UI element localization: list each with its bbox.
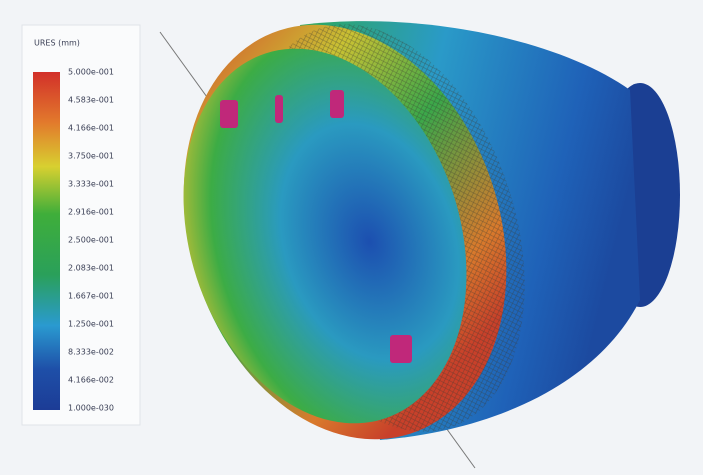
legend-label: 4.166e-001 [68,124,114,133]
legend-label: 2.500e-001 [68,236,114,245]
legend-label: 1.667e-001 [68,292,114,301]
legend-label: 1.250e-001 [68,320,114,329]
legend-label: 4.583e-001 [68,96,114,105]
fixture-marker [390,335,412,363]
legend-label: 5.000e-001 [68,68,114,77]
legend-label: 3.333e-001 [68,180,114,189]
fixture-marker [330,90,344,118]
fixture-marker [275,95,283,123]
legend-label: 4.166e-002 [68,376,114,385]
fea-screenshot: URES (mm) 5.000e-001 4.583e-001 4.166e-001… [0,0,703,475]
legend-label: 8.333e-002 [68,348,114,357]
fixture-marker [220,100,238,128]
legend-label: 2.916e-001 [68,208,114,217]
color-scale [33,72,60,410]
legend-label: 1.000e-030 [68,404,114,413]
page: URES (mm) 5.000e-001 4.583e-001 4.166e-001… [0,0,703,475]
legend-label: 2.083e-001 [68,264,114,273]
legend-title: URES (mm) [34,39,80,48]
legend-label: 3.750e-001 [68,152,114,161]
